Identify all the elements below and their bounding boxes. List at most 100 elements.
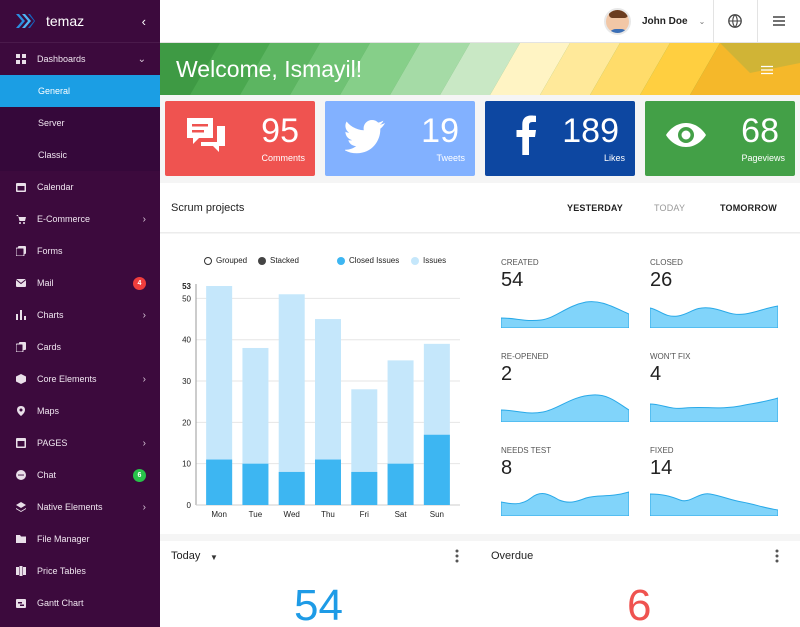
stat-label: Tweets	[436, 153, 465, 163]
stat-label: Comments	[261, 153, 305, 163]
user-menu[interactable]: John Doe ⌄	[604, 6, 705, 37]
sidebar-item-label: Calendar	[37, 182, 74, 192]
y-tick-label: 53	[182, 282, 191, 291]
chevron-right-icon: ›	[142, 501, 146, 513]
gantt-icon	[16, 598, 26, 608]
x-tick-label: Sun	[430, 510, 444, 519]
sidebar-item-label: E-Commerce	[37, 214, 91, 224]
sidebar-item-label: Cards	[37, 342, 62, 352]
sidebar-item-file-manager[interactable]: File Manager	[0, 523, 160, 555]
stat-card-pageviews[interactable]: 68 Pageviews	[645, 101, 795, 176]
metric-value: 54	[501, 269, 524, 291]
stat-value: 189	[562, 112, 619, 150]
legend-swatch-icon	[411, 256, 419, 265]
stat-card-likes[interactable]: 189 Likes	[485, 101, 635, 176]
legend-issues[interactable]: Issues	[411, 256, 446, 265]
hamburger-menu-icon[interactable]	[771, 13, 787, 29]
tab-yesterday[interactable]: YESTERDAY	[567, 203, 623, 213]
sidebar-collapse-button[interactable]: ‹	[141, 13, 146, 29]
topbar: John Doe ⌄	[160, 0, 800, 43]
banner-menu-icon[interactable]	[760, 65, 774, 75]
forms-icon	[16, 246, 26, 256]
metric-closed: CLOSED 26	[650, 258, 780, 328]
sidebar-item-server[interactable]: Server	[0, 107, 160, 139]
chevron-down-icon: ⌄	[698, 17, 706, 26]
sidebar-item-label: General	[38, 86, 71, 96]
legend-stacked[interactable]: Stacked	[258, 256, 299, 265]
metric-value: 26	[650, 269, 673, 291]
tab-tomorrow[interactable]: TOMORROW	[720, 203, 777, 213]
sidebar-item-core-elements[interactable]: Core Elements ›	[0, 363, 160, 395]
more-vert-icon[interactable]	[455, 549, 459, 563]
sidebar-item-general[interactable]: General	[0, 75, 160, 107]
stat-card-comments[interactable]: 95 Comments	[165, 101, 315, 176]
sidebar-item-native-elements[interactable]: Native Elements ›	[0, 491, 160, 523]
y-tick-label: 30	[182, 377, 191, 386]
issue-metrics-panel: CREATED 54 CLOSED 26 RE-OPENED 2 WON'T FIX 4 NEE…	[480, 234, 800, 534]
tab-today[interactable]: TODAY	[654, 203, 686, 213]
bar-closed-thu	[315, 459, 341, 505]
issues-chart-panel: Grouped Stacked Closed Issues Issues 0 10…	[160, 234, 480, 534]
bar-closed-fri	[351, 471, 378, 505]
topbar-divider	[713, 0, 714, 43]
sidebar-item-mail[interactable]: Mail 4	[0, 267, 160, 299]
sidebar-item-chat[interactable]: Chat 6	[0, 459, 160, 491]
cart-icon	[16, 214, 26, 224]
sidebar-item-label: Server	[38, 118, 65, 128]
sidebar-item-cards[interactable]: Cards	[0, 331, 160, 363]
avatar	[604, 8, 631, 35]
sidebar: temaz ‹ Dashboards ⌄ General Server Classic C…	[0, 0, 160, 627]
sidebar-item-label: Dashboards	[37, 54, 86, 64]
sidebar-item-pages[interactable]: PAGES ›	[0, 427, 160, 459]
sparkline	[501, 394, 629, 422]
sidebar-item-classic[interactable]: Classic	[0, 139, 160, 171]
x-tick-label: Tue	[249, 510, 263, 519]
metric-needs-test: NEEDS TEST 8	[501, 446, 631, 516]
sidebar-item-label: PAGES	[37, 438, 68, 448]
sidebar-item-gantt-chart[interactable]: Gantt Chart	[0, 587, 160, 619]
y-tick-label: 10	[182, 460, 191, 469]
sidebar-item-maps[interactable]: Maps	[0, 395, 160, 427]
x-tick-label: Mon	[211, 510, 227, 519]
pages-icon	[16, 438, 26, 448]
user-name: John Doe	[642, 16, 688, 27]
sidebar-item-charts[interactable]: Charts ›	[0, 299, 160, 331]
x-tick-label: Thu	[321, 510, 335, 519]
brand-name: temaz	[46, 13, 85, 29]
chart-icon	[16, 310, 26, 320]
y-tick-label: 20	[182, 418, 191, 427]
sparkline	[650, 397, 778, 422]
stat-card-tweets[interactable]: 19 Tweets	[325, 101, 475, 176]
sidebar-item-dashboards[interactable]: Dashboards ⌄	[0, 43, 160, 75]
metric-re-opened: RE-OPENED 2	[501, 352, 631, 422]
today-dropdown-icon[interactable]: ▼	[210, 553, 218, 562]
legend-stacked-label: Stacked	[270, 256, 299, 265]
notification-badge: 4	[133, 276, 146, 290]
legend-grouped[interactable]: Grouped	[204, 256, 247, 265]
comments-icon	[185, 114, 227, 156]
stat-label: Pageviews	[741, 153, 785, 163]
today-card: Today ▼ 54	[160, 541, 480, 627]
sparkline	[501, 491, 629, 516]
sidebar-item-price-tables[interactable]: Price Tables	[0, 555, 160, 587]
sidebar-item-calendar[interactable]: Calendar	[0, 171, 160, 203]
temaz-logo-icon[interactable]	[14, 10, 36, 32]
sidebar-item-label: Native Elements	[37, 502, 103, 512]
globe-icon[interactable]	[727, 13, 743, 29]
sidebar-item-forms[interactable]: Forms	[0, 235, 160, 267]
legend-closed-issues[interactable]: Closed Issues	[337, 256, 399, 265]
legend-swatch-icon	[337, 256, 345, 265]
chevron-right-icon: ›	[142, 373, 146, 385]
eye-icon	[665, 114, 707, 156]
sparkline	[501, 301, 629, 328]
sidebar-item-label: Maps	[37, 406, 60, 416]
metric-created: CREATED 54	[501, 258, 631, 328]
welcome-banner: Welcome, Ismayil!	[160, 43, 800, 95]
more-vert-icon[interactable]	[775, 549, 779, 563]
sidebar-item-label: Forms	[37, 246, 63, 256]
today-title: Today	[171, 550, 201, 562]
sidebar-item-label: Core Elements	[37, 374, 97, 384]
sidebar-item-e-commerce[interactable]: E-Commerce ›	[0, 203, 160, 235]
bar-closed-wed	[278, 471, 305, 505]
x-tick-label: Fri	[360, 510, 370, 519]
